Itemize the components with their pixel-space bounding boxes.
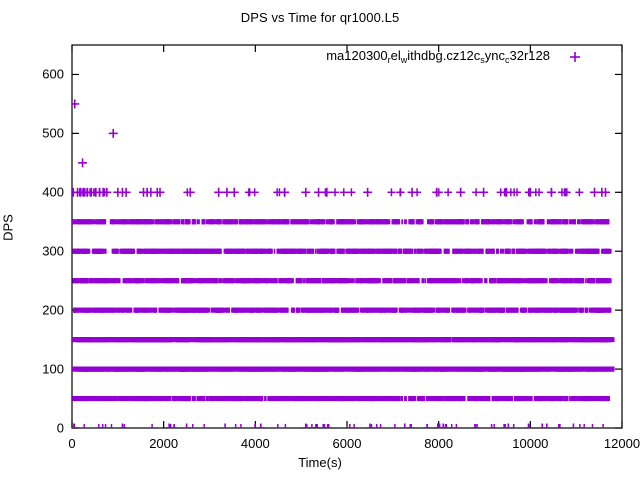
data-series-points xyxy=(72,99,615,428)
legend-sub-c: c xyxy=(505,55,510,65)
y-tick-label: 200 xyxy=(42,302,64,318)
y-tick-label: 0 xyxy=(56,420,64,436)
y-tick-label: 400 xyxy=(42,184,64,200)
legend-sub-s: s xyxy=(480,55,485,65)
legend-sub-r: r xyxy=(387,55,391,65)
legend-part-4: ync xyxy=(484,48,506,63)
y-tick-label: 300 xyxy=(42,243,64,259)
x-tick-label: 10000 xyxy=(512,436,549,451)
legend-marker xyxy=(570,52,580,62)
x-tick-label: 0 xyxy=(68,436,76,451)
legend-part-3: ithdbg.cz12c xyxy=(407,48,481,63)
x-axis-label: Time(s) xyxy=(298,455,342,470)
x-tick-label: 12000 xyxy=(603,436,640,451)
legend-entry-label: ma120300relwithdbg.cz12csyncc32r128 xyxy=(326,48,550,65)
x-tick-label: 6000 xyxy=(332,436,362,451)
y-tick-label: 500 xyxy=(42,125,64,141)
x-tick-label: 4000 xyxy=(240,436,270,451)
y-tick-label: 100 xyxy=(42,361,64,377)
legend-part-2: el xyxy=(390,48,401,63)
legend-part-1: ma120300 xyxy=(326,48,388,63)
x-tick-label: 2000 xyxy=(149,436,179,451)
y-tick-label: 600 xyxy=(42,66,64,82)
legend-sub-w: w xyxy=(400,55,408,65)
page-title: DPS vs Time for qr1000.L5 xyxy=(240,10,400,25)
legend-part-5: 32r128 xyxy=(509,48,550,63)
x-tick-label: 8000 xyxy=(424,436,454,451)
